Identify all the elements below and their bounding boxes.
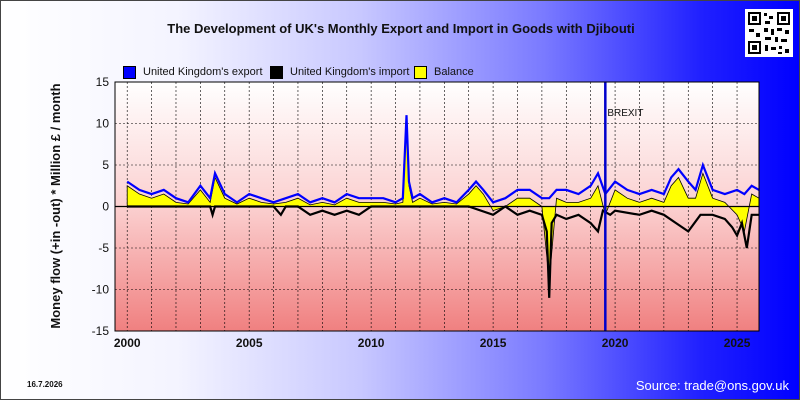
legend-swatch-import xyxy=(270,66,283,79)
x-tick-label: 2000 xyxy=(114,336,141,350)
plot-border xyxy=(114,81,760,332)
qr-code-icon xyxy=(745,9,793,57)
y-tick-label: 15 xyxy=(96,75,110,89)
brexit-label: BREXIT xyxy=(607,108,643,119)
series-balance-area xyxy=(126,119,760,282)
y-tick-label: 5 xyxy=(102,158,109,172)
y-tick-label: -15 xyxy=(92,324,110,338)
x-tick-label: 2010 xyxy=(358,336,385,350)
chart-title: The Development of UK's Monthly Export a… xyxy=(167,21,635,36)
x-tick-label: 2015 xyxy=(480,336,507,350)
series-import-line xyxy=(127,205,759,298)
legend-label-import: United Kingdom's import xyxy=(290,66,410,78)
source-link[interactable]: Source: trade@ons.gov.uk xyxy=(635,378,789,393)
y-tick-label: -5 xyxy=(98,241,109,255)
legend-swatch-export xyxy=(123,66,136,79)
series-export-line xyxy=(126,115,760,204)
x-tick-label: 2005 xyxy=(236,336,263,350)
y-tick-label: 10 xyxy=(96,117,110,131)
legend-label-balance: Balance xyxy=(434,66,474,78)
legend-swatch-balance xyxy=(414,66,427,79)
y-tick-label: 0 xyxy=(102,200,109,214)
legend-label-export: United Kingdom's export xyxy=(143,66,263,78)
date-stamp: 16.7.2026 xyxy=(27,380,63,389)
x-tick-label: 2020 xyxy=(602,336,629,350)
y-tick-label: -10 xyxy=(92,283,110,297)
x-tick-label: 2025 xyxy=(724,336,751,350)
